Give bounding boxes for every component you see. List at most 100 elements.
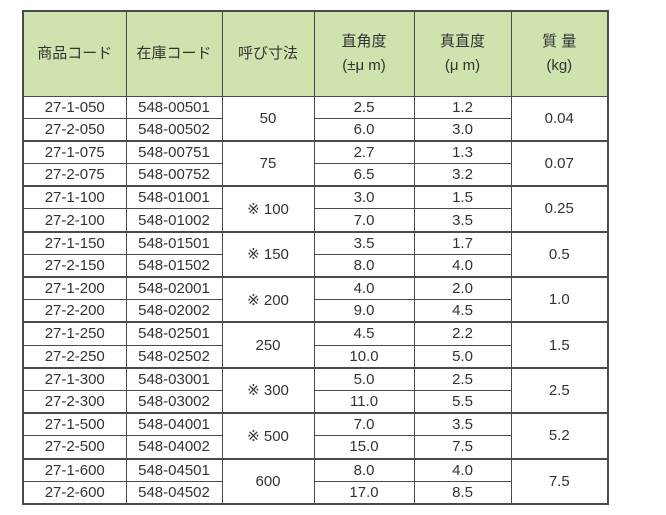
table-row: 27-2-050 548-00502 6.0 3.0	[22, 117, 608, 142]
table-row: 27-2-200 548-02002 9.0 4.5	[22, 299, 608, 324]
straightness-cell: 4.0	[413, 253, 512, 278]
nominal-size-cell: 250	[221, 321, 315, 369]
mass-cell: 0.25	[510, 185, 609, 233]
product-code-cell: 27-2-300	[22, 389, 127, 415]
straightness-cell: 8.5	[413, 480, 512, 505]
product-code-cell: 27-1-200	[22, 276, 127, 301]
stock-code-cell: 548-02002	[125, 299, 223, 324]
squareness-cell: 6.0	[313, 117, 415, 142]
product-code-cell: 27-1-100	[22, 185, 127, 210]
table-row: 27-2-100 548-01002 7.0 3.5	[22, 208, 608, 233]
stock-code-cell: 548-04502	[125, 480, 223, 505]
squareness-cell: 10.0	[313, 344, 415, 369]
col-header-label: 真直度	[439, 32, 485, 50]
squareness-cell: 3.5	[313, 231, 415, 255]
squareness-cell: 2.5	[313, 95, 415, 119]
col-header-unit: (±μ m)	[342, 56, 386, 74]
stock-code-cell: 548-00502	[125, 117, 223, 142]
product-code-cell: 27-2-250	[22, 344, 127, 369]
stock-code-cell: 548-01001	[125, 185, 223, 210]
squareness-cell: 4.0	[313, 276, 415, 301]
product-code-cell: 27-2-100	[22, 208, 127, 233]
nominal-size-cell: 75	[221, 140, 315, 188]
straightness-cell: 1.2	[413, 95, 512, 119]
table-row: 27-1-050 548-00501 50 2.5 1.2 0.04	[22, 95, 609, 142]
product-code-cell: 27-1-075	[22, 140, 127, 165]
straightness-cell: 1.5	[413, 185, 512, 210]
product-code-cell: 27-2-150	[22, 253, 127, 278]
stock-code-cell: 548-04002	[125, 435, 223, 460]
stock-code-cell: 548-04001	[125, 412, 223, 437]
col-header-label: 直角度	[341, 32, 387, 50]
product-code-cell: 27-1-500	[22, 412, 127, 437]
straightness-cell: 3.5	[413, 412, 512, 437]
col-header-straightness: 真直度 (μ m)	[413, 10, 512, 97]
squareness-cell: 17.0	[313, 480, 415, 505]
stock-code-cell: 548-01502	[125, 253, 223, 278]
stock-code-cell: 548-03002	[125, 389, 223, 415]
mass-cell: 7.5	[510, 458, 609, 505]
squareness-cell: 5.0	[313, 367, 415, 391]
squareness-cell: 8.0	[313, 253, 415, 278]
stock-code-cell: 548-02502	[125, 344, 223, 369]
straightness-cell: 3.0	[413, 117, 512, 142]
col-header-nominal-size: 呼び寸法	[221, 10, 315, 97]
nominal-size-cell: ※ 500	[221, 412, 315, 460]
product-code-cell: 27-1-250	[22, 321, 127, 346]
product-code-cell: 27-2-200	[22, 299, 127, 324]
table-row: 27-2-150 548-01502 8.0 4.0	[22, 253, 608, 278]
squareness-cell: 7.0	[313, 412, 415, 437]
stock-code-cell: 548-00751	[125, 140, 223, 165]
straightness-cell: 5.0	[413, 344, 512, 369]
table-row: 27-1-600 548-04501 600 8.0 4.0 7.5	[22, 458, 609, 505]
mass-cell: 0.5	[510, 231, 609, 279]
nominal-size-cell: 600	[221, 458, 315, 505]
col-header-label: 呼び寸法	[237, 44, 298, 62]
squareness-cell: 11.0	[313, 389, 415, 415]
stock-code-cell: 548-02001	[125, 276, 223, 301]
nominal-size-cell: ※ 200	[221, 276, 315, 324]
col-header-unit: (kg)	[546, 56, 573, 74]
stock-code-cell: 548-01002	[125, 208, 223, 233]
straightness-cell: 4.0	[413, 458, 512, 482]
nominal-size-cell: ※ 150	[221, 231, 315, 279]
straightness-cell: 7.5	[413, 435, 512, 460]
table-row: 27-1-200 548-02001 ※ 200 4.0 2.0 1.0	[22, 276, 609, 324]
straightness-cell: 3.2	[413, 163, 512, 188]
mass-cell: 0.07	[510, 140, 609, 188]
straightness-cell: 5.5	[413, 389, 512, 415]
col-header-label: 商品コード	[37, 44, 113, 62]
stock-code-cell: 548-00501	[125, 95, 223, 119]
product-code-cell: 27-1-300	[22, 367, 127, 391]
col-header-label: 在庫コード	[136, 44, 212, 62]
squareness-cell: 6.5	[313, 163, 415, 188]
stock-code-cell: 548-00752	[125, 163, 223, 188]
table-row: 27-1-250 548-02501 250 4.5 2.2 1.5	[22, 321, 609, 369]
straightness-cell: 4.5	[413, 299, 512, 324]
product-code-cell: 27-2-600	[22, 480, 127, 505]
table-row: 27-2-300 548-03002 11.0 5.5	[22, 389, 608, 415]
nominal-size-cell: ※ 100	[221, 185, 315, 233]
product-code-cell: 27-2-075	[22, 163, 127, 188]
product-code-cell: 27-1-600	[22, 458, 127, 482]
product-code-cell: 27-1-150	[22, 231, 127, 255]
table-row: 27-2-250 548-02502 10.0 5.0	[22, 344, 608, 369]
straightness-cell: 1.3	[413, 140, 512, 165]
squareness-cell: 7.0	[313, 208, 415, 233]
table-row: 27-2-600 548-04502 17.0 8.5	[22, 480, 608, 505]
squareness-cell: 2.7	[313, 140, 415, 165]
nominal-size-cell: 50	[221, 95, 315, 142]
col-header-squareness: 直角度 (±μ m)	[313, 10, 415, 97]
col-header-label: 質 量	[542, 32, 577, 50]
mass-cell: 1.0	[510, 276, 609, 324]
table-row: 27-2-075 548-00752 6.5 3.2	[22, 163, 608, 188]
col-header-product-code: 商品コード	[22, 10, 127, 97]
nominal-size-cell: ※ 300	[221, 367, 315, 415]
squareness-cell: 4.5	[313, 321, 415, 346]
squareness-cell: 9.0	[313, 299, 415, 324]
product-code-cell: 27-2-050	[22, 117, 127, 142]
col-header-stock-code: 在庫コード	[125, 10, 223, 97]
straightness-cell: 1.7	[413, 231, 512, 255]
table-row: 27-1-300 548-03001 ※ 300 5.0 2.5 2.5	[22, 367, 609, 415]
